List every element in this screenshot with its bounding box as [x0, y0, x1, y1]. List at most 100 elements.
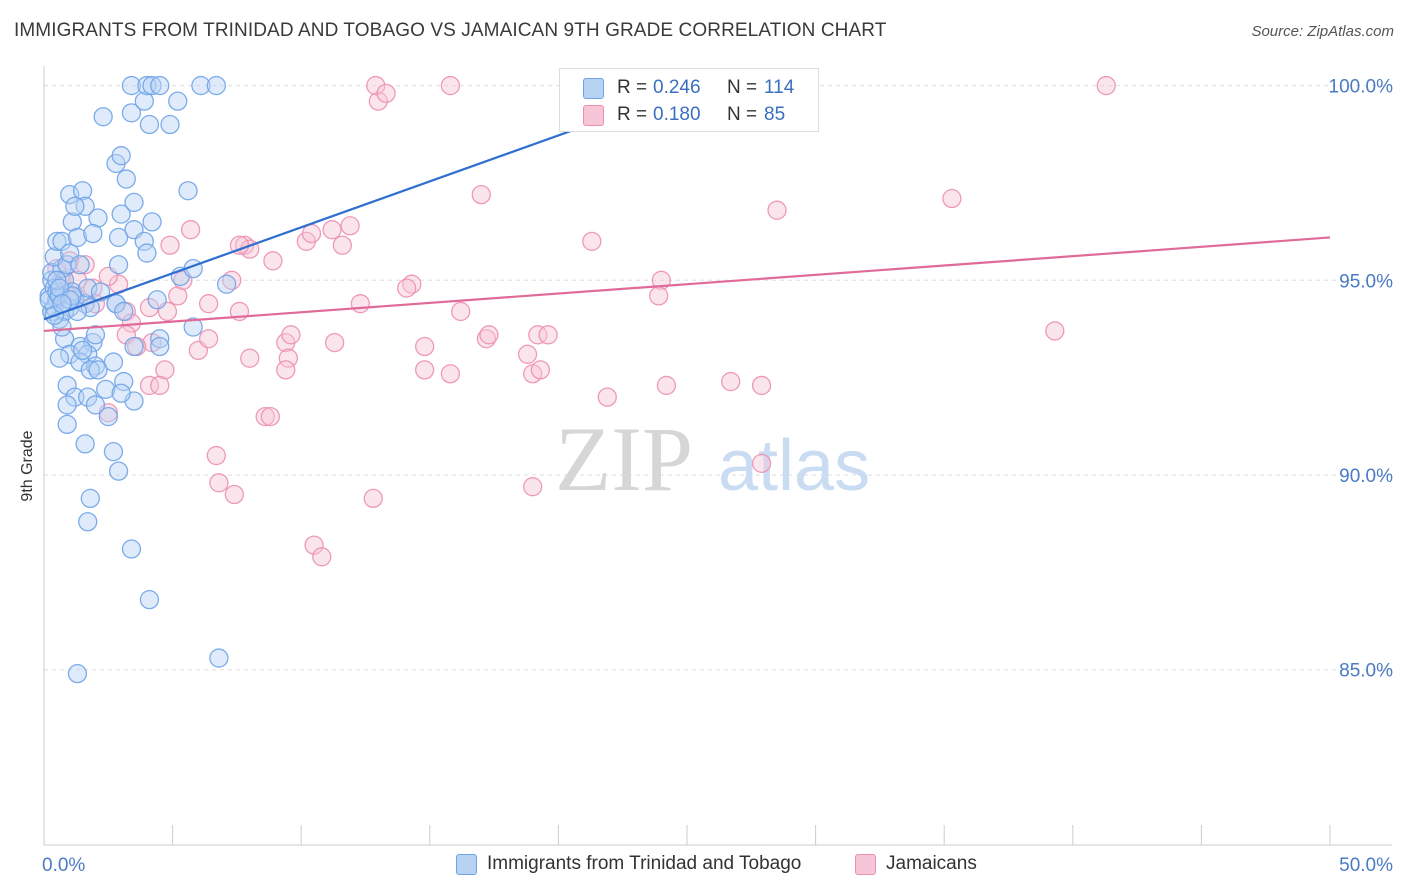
point-trinidad [142, 212, 162, 232]
y-axis-label: 9th Grade [19, 430, 36, 502]
point-trinidad [65, 196, 85, 216]
series-trinidad [39, 75, 797, 684]
point-trinidad [93, 107, 113, 127]
point-jamaicans [767, 200, 787, 220]
point-trinidad [209, 648, 229, 668]
watermark: ZIP atlas [555, 408, 870, 510]
point-jamaicans [139, 375, 160, 396]
point-trinidad [88, 360, 108, 380]
point-jamaicans [206, 445, 226, 466]
stats-swatch-trinidad [583, 78, 604, 99]
point-trinidad [83, 332, 103, 353]
point-jamaicans [1045, 321, 1065, 341]
stats-r-label: R = [617, 104, 648, 125]
point-trinidad [147, 290, 167, 310]
point-trinidad [96, 379, 116, 399]
point-trinidad [108, 255, 129, 275]
point-jamaicans [751, 453, 772, 473]
point-trinidad [150, 75, 170, 96]
point-trinidad [150, 336, 170, 357]
point-jamaicans [721, 371, 741, 392]
point-jamaicans [440, 75, 461, 96]
point-jamaicans [301, 223, 322, 244]
point-trinidad [139, 114, 160, 135]
stats-n-label: N = [727, 77, 758, 98]
point-jamaicans [276, 360, 296, 380]
point-jamaicans [440, 364, 461, 384]
point-trinidad [191, 75, 211, 96]
point-trinidad [111, 204, 131, 224]
point-jamaicans [139, 297, 160, 318]
point-trinidad [137, 243, 157, 263]
point-trinidad [70, 255, 90, 275]
point-jamaicans [240, 348, 260, 368]
point-trinidad [108, 227, 129, 248]
point-trinidad [80, 360, 100, 380]
point-jamaicans [350, 294, 371, 314]
point-jamaicans [312, 547, 332, 567]
point-trinidad [78, 387, 98, 407]
stats-row-trinidad: R = 0.246 N = 114 [560, 75, 818, 101]
point-trinidad [114, 301, 134, 322]
point-trinidad [49, 348, 70, 368]
x-tick-label: 50.0% [1339, 855, 1393, 876]
point-trinidad [111, 146, 131, 166]
watermark-zip: ZIP [555, 408, 693, 510]
legend-swatch-trinidad [456, 854, 477, 875]
point-jamaicans [582, 231, 602, 252]
point-trinidad [98, 406, 118, 427]
point-jamaicans [324, 332, 345, 353]
point-trinidad [124, 192, 144, 213]
point-trinidad [62, 212, 82, 232]
trend-line-jamaicans [43, 236, 1331, 333]
point-trinidad [121, 103, 142, 123]
y-tick-label: 100.0% [1329, 77, 1394, 98]
stats-n-value: 85 [764, 104, 786, 125]
point-jamaicans [180, 220, 201, 240]
point-trinidad [111, 383, 131, 403]
point-jamaicans [155, 360, 175, 380]
point-trinidad [80, 488, 100, 509]
source-label: Source: ZipAtlas.com [1251, 23, 1394, 40]
point-jamaicans [530, 360, 551, 380]
point-jamaicans [209, 473, 229, 493]
y-tick-label: 95.0% [1339, 271, 1393, 292]
point-trinidad [134, 91, 154, 111]
point-trinidad [108, 461, 129, 481]
point-jamaicans [340, 216, 360, 236]
point-trinidad [160, 114, 180, 135]
point-jamaicans [517, 344, 538, 364]
point-trinidad [47, 231, 67, 252]
point-trinidad [78, 512, 98, 532]
y-tick-label: 90.0% [1339, 466, 1393, 487]
point-trinidad [116, 169, 136, 189]
point-jamaicans [523, 477, 543, 497]
point-jamaicans [451, 301, 471, 322]
point-jamaicans [751, 375, 772, 396]
point-trinidad [72, 340, 93, 361]
point-jamaicans [198, 329, 219, 349]
stats-swatch-jamaicans [583, 105, 604, 126]
point-trinidad [52, 231, 72, 252]
x-tick-label: 0.0% [42, 855, 85, 876]
point-jamaicans [415, 336, 435, 357]
point-trinidad [183, 317, 203, 337]
stats-n-value: 114 [764, 77, 795, 98]
point-trinidad [139, 589, 160, 610]
point-trinidad [47, 270, 67, 290]
chart-title: IMMIGRANTS FROM TRINIDAD AND TOBAGO VS J… [14, 20, 887, 41]
point-jamaicans [304, 535, 324, 555]
point-trinidad [121, 75, 142, 96]
point-trinidad [103, 352, 124, 372]
point-trinidad [75, 434, 95, 454]
point-trinidad [150, 329, 170, 349]
legend-label-jamaicans: Jamaicans [886, 853, 977, 874]
x-tick-labels: 0.0% 50.0% [42, 855, 1393, 876]
point-jamaicans [198, 294, 219, 314]
legend-label-trinidad: Immigrants from Trinidad and Tobago [487, 853, 802, 874]
point-jamaicans [538, 325, 558, 345]
stats-r-label: R = [617, 77, 648, 98]
point-trinidad [121, 539, 142, 559]
point-trinidad [168, 91, 188, 111]
point-jamaicans [656, 375, 677, 396]
